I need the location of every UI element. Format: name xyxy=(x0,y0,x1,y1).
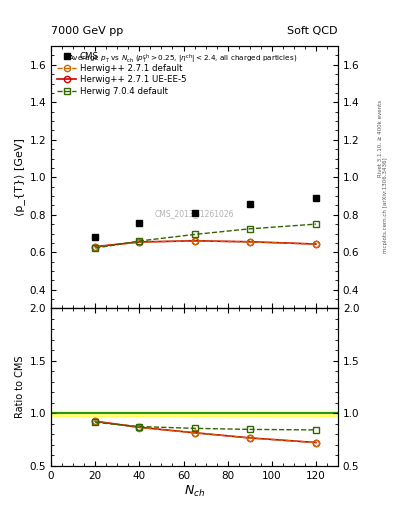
Line: Herwig++ 2.7.1 UE-EE-5: Herwig++ 2.7.1 UE-EE-5 xyxy=(92,238,319,250)
CMS xyxy=(247,201,252,207)
Bar xyxy=(51,411,338,416)
Herwig++ 2.7.1 UE-EE-5 xyxy=(247,239,252,245)
Herwig++ 2.7.1 default xyxy=(93,244,97,250)
Text: CMS_2013_I1261026: CMS_2013_I1261026 xyxy=(155,209,234,219)
Text: 7000 GeV pp: 7000 GeV pp xyxy=(51,26,123,36)
Herwig++ 2.7.1 default xyxy=(314,241,318,247)
X-axis label: $N_{ch}$: $N_{ch}$ xyxy=(184,483,205,499)
Text: Soft QCD: Soft QCD xyxy=(288,26,338,36)
Y-axis label: ⟨p_{T}⟩ [GeV]: ⟨p_{T}⟩ [GeV] xyxy=(15,138,26,216)
Herwig 7.0.4 default xyxy=(314,221,318,227)
Herwig++ 2.7.1 UE-EE-5 xyxy=(93,244,97,250)
CMS xyxy=(93,234,97,240)
Legend: CMS, Herwig++ 2.7.1 default, Herwig++ 2.7.1 UE-EE-5, Herwig 7.0.4 default: CMS, Herwig++ 2.7.1 default, Herwig++ 2.… xyxy=(55,50,188,98)
Text: Rivet 3.1.10, ≥ 400k events: Rivet 3.1.10, ≥ 400k events xyxy=(378,100,383,177)
Line: Herwig++ 2.7.1 default: Herwig++ 2.7.1 default xyxy=(92,238,319,250)
Herwig++ 2.7.1 default xyxy=(247,239,252,245)
Herwig++ 2.7.1 UE-EE-5 xyxy=(314,241,318,247)
Line: Herwig 7.0.4 default: Herwig 7.0.4 default xyxy=(92,221,319,251)
Text: mcplots.cern.ch [arXiv:1306.3436]: mcplots.cern.ch [arXiv:1306.3436] xyxy=(384,157,388,252)
Y-axis label: Ratio to CMS: Ratio to CMS xyxy=(15,356,26,418)
Text: Average $p_{\rm T}$ vs $N_{\rm ch}$ ($p_{\rm T}^{\rm ch}>0.25$, $|\eta^{\rm ch}|: Average $p_{\rm T}$ vs $N_{\rm ch}$ ($p_… xyxy=(68,53,298,66)
CMS xyxy=(314,195,318,201)
Line: CMS: CMS xyxy=(92,195,320,241)
Herwig++ 2.7.1 UE-EE-5 xyxy=(192,238,197,244)
Herwig++ 2.7.1 default xyxy=(192,238,197,244)
CMS xyxy=(137,220,142,226)
CMS xyxy=(192,210,197,216)
Herwig 7.0.4 default xyxy=(93,245,97,251)
Herwig 7.0.4 default xyxy=(247,226,252,232)
Herwig 7.0.4 default xyxy=(192,231,197,238)
Herwig 7.0.4 default xyxy=(137,238,142,244)
Herwig++ 2.7.1 default xyxy=(137,239,142,245)
Herwig++ 2.7.1 UE-EE-5 xyxy=(137,239,142,245)
